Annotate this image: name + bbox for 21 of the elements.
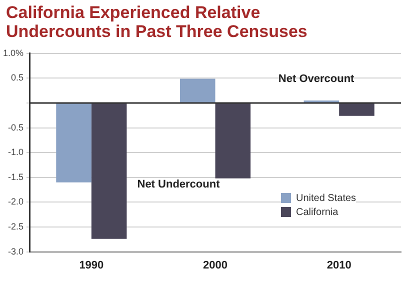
y-tick-label: -1.0 [8, 147, 24, 158]
x-tick-label: 1990 [79, 259, 104, 272]
legend-label: United States [295, 192, 356, 204]
legend-label: California [295, 206, 340, 218]
y-tick-label: 1.0% [3, 48, 24, 58]
bar [215, 104, 251, 178]
bar [56, 104, 92, 182]
bar [180, 78, 216, 102]
bar [91, 104, 127, 239]
chart-title: California Experienced Relative Undercounts in Past Three Censuses [6, 3, 308, 41]
bar [339, 104, 374, 116]
annotation: Net Undercount [137, 178, 220, 190]
y-tick-label: -1.5 [8, 172, 24, 182]
annotation: Net Overcount [278, 73, 355, 86]
y-tick-label: -0.5 [8, 122, 24, 132]
y-tick-label: -2.5 [8, 221, 24, 232]
x-tick-label: 2000 [203, 259, 228, 272]
y-tick-label: 0.5 [11, 72, 24, 83]
y-tick-label: -3.0 [8, 246, 24, 256]
x-tick-label: 2010 [326, 259, 352, 272]
y-tick-label: -2.0 [8, 196, 24, 207]
